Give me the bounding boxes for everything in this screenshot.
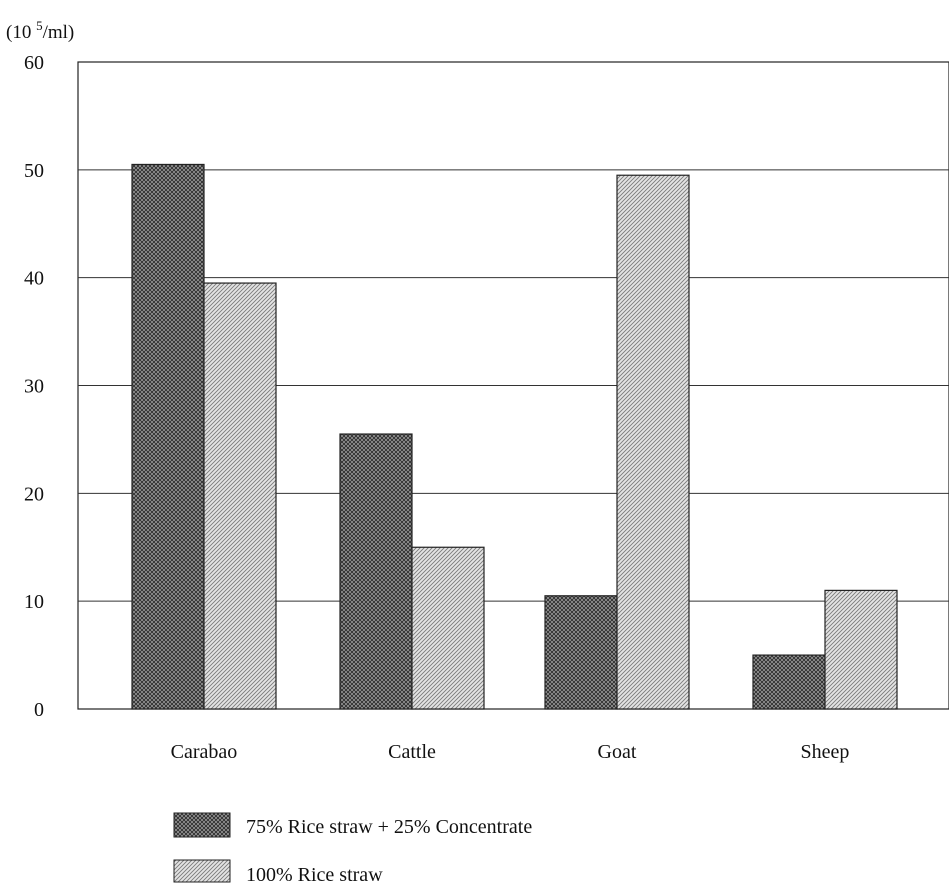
bars (131, 163, 898, 710)
bar-cattle-series-2 (411, 546, 485, 710)
y-axis-ticks: 0 10 20 30 40 50 60 (24, 52, 44, 721)
y-tick-label: 10 (24, 591, 44, 613)
y-tick-label: 60 (24, 52, 44, 74)
bar-cattle-series-1 (339, 433, 413, 710)
y-tick-label: 20 (24, 483, 44, 505)
legend: 75% Rice straw + 25% Concentrate 100% Ri… (173, 812, 532, 885)
bar-carabao-series-1 (131, 163, 205, 710)
x-category-label: Carabao (171, 741, 238, 763)
y-tick-label: 0 (34, 699, 44, 721)
bar-goat-series-2 (616, 174, 690, 710)
x-category-label: Cattle (388, 741, 436, 763)
y-tick-label: 50 (24, 160, 44, 182)
legend-label-series-2: 100% Rice straw (246, 864, 383, 885)
legend-swatch-series-1 (173, 812, 231, 838)
legend-label-series-1: 75% Rice straw + 25% Concentrate (246, 816, 532, 838)
y-tick-label: 30 (24, 376, 44, 398)
bar-sheep-series-1 (752, 654, 826, 710)
x-category-label: Goat (598, 741, 637, 763)
y-tick-label: 40 (24, 268, 44, 290)
x-category-label: Sheep (801, 741, 850, 763)
bar-carabao-series-2 (203, 282, 277, 710)
bar-goat-series-1 (544, 595, 618, 710)
x-axis-categories: Carabao Cattle Goat Sheep (171, 741, 850, 763)
y-axis-unit-label: (10 5/ml) (6, 18, 74, 43)
legend-swatch-series-2 (173, 859, 231, 883)
bar-sheep-series-2 (824, 589, 898, 710)
